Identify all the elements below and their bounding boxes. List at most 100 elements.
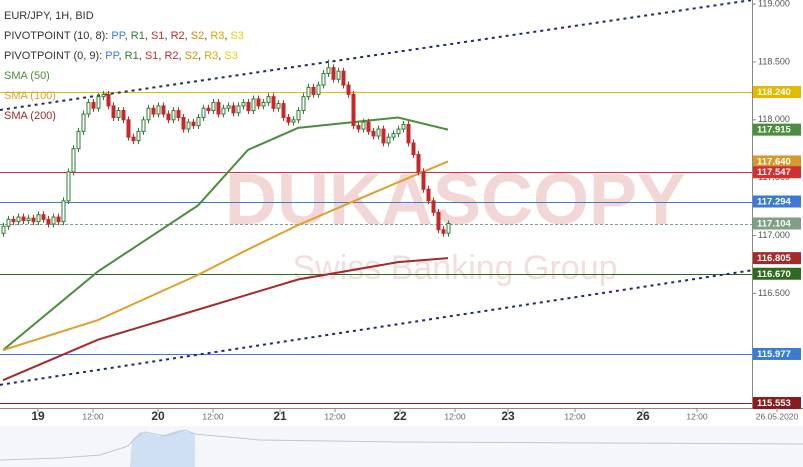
candle-body [31,217,36,223]
candle-body [216,101,221,115]
candle-body [361,121,366,130]
candle-body [81,113,86,132]
candle-body [96,96,101,109]
candle-body [321,72,326,86]
candle-body [186,121,191,130]
candle-body [51,216,56,225]
level-label: 117.640 [757,156,791,167]
candle-body [256,98,261,107]
legend-text: , [125,30,131,42]
legend-row: SMA (100) [4,90,56,102]
candle-body [1,225,6,234]
legend-text: S2 [185,50,198,62]
candle-body [271,96,276,109]
candle-body [141,119,146,132]
legend-text: S2 [191,30,204,42]
candle-body [306,86,311,98]
sma-line [2,160,449,352]
candle-body [421,171,426,190]
legend-text: R3 [204,50,218,62]
candle-body [381,128,386,144]
candle-body [411,142,416,156]
navigator-background [0,426,803,467]
trendline [0,0,753,111]
candle-body [441,229,446,234]
legend-text: , [158,50,164,62]
x-tick-label: 12:00 [82,411,104,421]
level-label: 116.805 [757,253,792,264]
x-tick-label: 26 [636,409,650,423]
candle-body [246,101,251,112]
candle-body [201,107,206,118]
navigator [0,426,803,467]
navigator-range [130,430,195,467]
candle-body [371,130,376,137]
candle-body [431,200,436,213]
x-tick-label: 12:00 [202,411,224,421]
level-label-box [753,347,801,360]
candle-body [401,123,406,130]
candle-body [376,128,381,137]
candle-body [76,130,81,150]
candle-body [251,98,256,112]
x-tick-label: 22 [393,409,407,423]
candle-body [426,188,431,202]
candle-body [136,130,141,142]
level-label: 116.670 [757,269,791,280]
candle-body [121,110,126,121]
candle-body [231,105,236,114]
legend-text: R3 [210,30,224,42]
level-label: 117.547 [757,167,791,178]
legend-text: EUR/JPY, 1H, BID [4,10,94,22]
legend-text: R2 [164,50,178,62]
candle-body [366,121,371,132]
candle-body [416,154,421,173]
candle-body [341,70,346,86]
candle-body [191,121,196,127]
candle-body [126,119,131,138]
level-label-box [753,155,801,168]
candle-body [196,116,201,127]
legend-text: , [198,50,204,62]
legend-text: S1 [151,30,164,42]
candle-body [331,67,336,80]
candle-body [181,116,186,130]
candle-body [111,105,116,118]
sma-line [2,116,449,351]
x-tick-label: 21 [273,409,287,423]
watermark-text: DUKASCOPY [225,160,685,240]
candle-body [206,107,211,112]
candle-body [351,93,356,127]
legend-text: SMA (200) [4,110,56,122]
level-label-box [753,397,801,410]
candle-body [266,96,271,103]
legend-text: PIVOTPOINT (0, 9): [4,50,105,62]
legend-text: SMA (100) [4,90,56,102]
watermark-text: Swiss Banking Group [292,249,617,287]
candle-body [116,110,121,118]
candle-body [301,96,306,112]
level-label-box [753,217,801,230]
candle-body [386,136,391,144]
level-label: 115.553 [757,398,791,409]
level-label-box [753,252,801,265]
legend-text: SMA (50) [4,70,50,82]
candle-body [56,216,61,223]
level-label-box [753,267,801,280]
legend-row: EUR/JPY, 1H, BID [4,10,94,22]
sma-line [2,257,449,382]
level-label: 117.294 [757,197,792,208]
legend-text: S1 [145,50,158,62]
candle-body [66,171,71,202]
candle-body [166,113,171,121]
x-tick-label: 12:00 [324,411,346,421]
y-tick-label: 118.500 [758,56,790,66]
y-tick-label: 117.000 [758,230,790,240]
plot-area [0,0,753,404]
legend-text: PP [111,30,125,42]
y-tick-label: 118.000 [758,114,790,124]
x-tick-label: 12:00 [686,411,708,421]
candle-body [436,211,441,231]
